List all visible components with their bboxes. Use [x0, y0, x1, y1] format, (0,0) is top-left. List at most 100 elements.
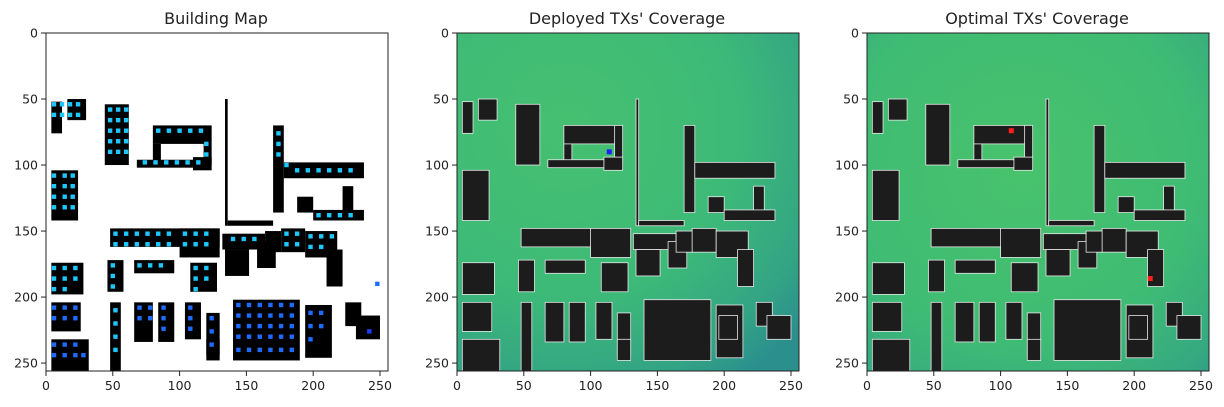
marker-point [51, 102, 57, 107]
panel-title: Building Map [164, 9, 268, 28]
axes: 0 50 100 150 200 250 0 50 100 150 200 250 [425, 26, 803, 394]
building [158, 302, 175, 342]
building [616, 338, 632, 361]
building [643, 299, 712, 361]
marker-point [115, 128, 121, 133]
x-tick-label: 100 [579, 378, 603, 393]
marker-point [276, 152, 281, 157]
marker-point [110, 284, 115, 289]
building [691, 228, 717, 253]
marker-point [145, 231, 150, 236]
marker-point [161, 305, 166, 310]
marker-point [246, 313, 252, 318]
marker-point [107, 107, 113, 112]
marker-point [75, 102, 81, 107]
marker-point [257, 347, 262, 353]
building [930, 301, 943, 372]
marker-point [236, 334, 241, 339]
x-tick-label: 100 [989, 378, 1013, 393]
marker-point [284, 242, 289, 247]
building [225, 99, 228, 226]
marker-point [137, 305, 142, 310]
marker-point [278, 323, 284, 329]
marker-point [123, 242, 129, 247]
building [307, 315, 327, 340]
marker-point [70, 173, 75, 178]
marker-point [75, 112, 81, 118]
marker-point [51, 183, 57, 189]
building [753, 185, 765, 213]
marker-point [375, 281, 380, 287]
marker-point [188, 128, 193, 133]
building [683, 125, 696, 213]
plot-frame [866, 32, 1210, 372]
building [1048, 220, 1095, 227]
building [1101, 228, 1127, 253]
marker-point [289, 347, 295, 353]
y-tick-label: 200 [14, 290, 38, 305]
building [1010, 262, 1039, 293]
marker-point [51, 205, 57, 210]
building [225, 249, 250, 276]
marker-point [62, 305, 67, 310]
marker-point [236, 347, 241, 353]
x-tick-label: 0 [863, 378, 871, 393]
building [342, 186, 354, 213]
axes: 0 50 100 150 200 250 0 50 100 150 200 250 [835, 26, 1213, 394]
marker-point [209, 329, 214, 334]
y-tick-label: 200 [425, 290, 449, 305]
marker-point [81, 352, 86, 358]
marker-point [177, 128, 182, 133]
marker-point [236, 323, 241, 329]
building [928, 259, 945, 293]
plot-frame [45, 32, 389, 372]
axes: 0 50 100 150 200 250 0 50 100 150 200 250 [14, 26, 392, 394]
marker-point [113, 308, 118, 313]
marker-point [319, 323, 324, 329]
marker-point [193, 265, 198, 271]
marker-point [161, 326, 166, 331]
marker-point [319, 310, 324, 316]
marker-point [236, 313, 241, 318]
marker-point [209, 315, 214, 321]
marker-point [278, 334, 284, 339]
marker-point [276, 131, 281, 136]
marker-point [73, 276, 78, 281]
marker-point [367, 329, 372, 334]
building [1085, 230, 1103, 253]
x-tick-label: 250 [779, 378, 803, 393]
building [134, 302, 153, 342]
building [355, 315, 380, 340]
building [461, 262, 495, 295]
building [297, 196, 314, 213]
x-tick-label: 50 [105, 378, 121, 393]
marker-point [161, 315, 166, 321]
building [978, 301, 996, 343]
building [871, 262, 905, 295]
building [973, 125, 1028, 145]
marker-point [123, 149, 129, 155]
marker-point [278, 302, 284, 308]
marker-point [62, 286, 67, 292]
building [515, 103, 541, 166]
marker-point [348, 168, 353, 173]
buildings-layer [871, 98, 1202, 372]
marker-point [327, 213, 332, 218]
y-tick-label: 250 [14, 356, 38, 371]
marker-point [278, 313, 284, 318]
building [675, 230, 693, 253]
transmitter-point [1147, 276, 1153, 282]
transmitters-layer [1008, 128, 1153, 282]
y-tick-label: 150 [425, 224, 449, 239]
building [871, 169, 900, 221]
marker-point [62, 173, 67, 178]
marker-point [59, 102, 65, 107]
marker-point [337, 213, 343, 218]
marker-point [204, 231, 209, 236]
building [520, 301, 533, 372]
marker-point [107, 149, 113, 155]
marker-point [252, 236, 257, 242]
panel-title: Optimal TXs' Coverage [945, 9, 1129, 28]
marker-point [67, 112, 73, 118]
marker-point [204, 265, 209, 271]
